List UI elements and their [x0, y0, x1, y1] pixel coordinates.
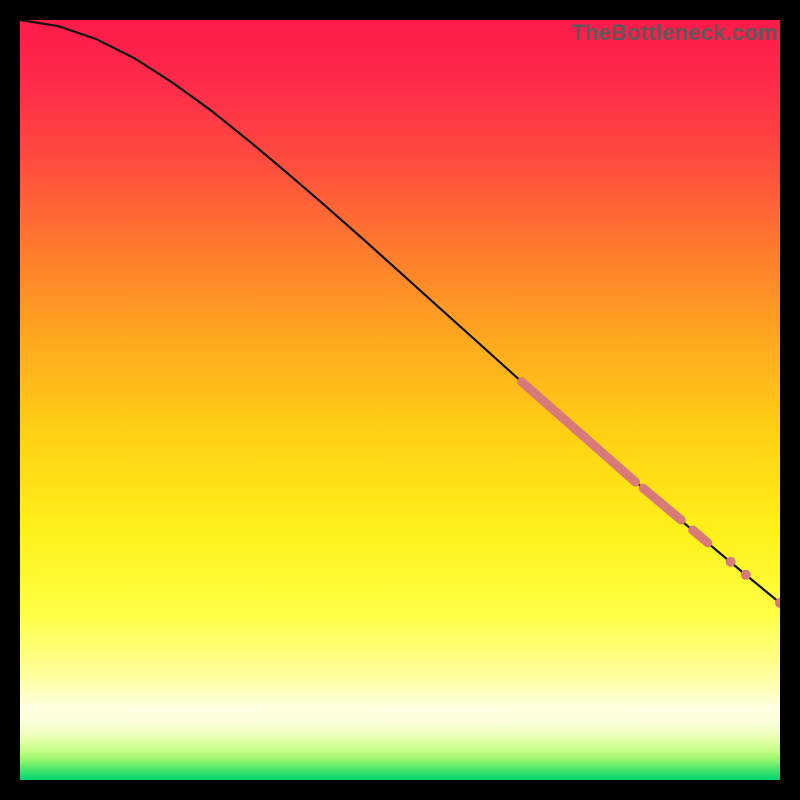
plot-area: TheBottleneck.com — [20, 20, 780, 780]
watermark-label: TheBottleneck.com — [572, 20, 778, 46]
plot-svg — [20, 20, 780, 780]
chart-frame: TheBottleneck.com — [0, 0, 800, 800]
highlight-point — [741, 570, 751, 580]
highlight-point — [726, 557, 736, 567]
gradient-background — [20, 20, 780, 780]
